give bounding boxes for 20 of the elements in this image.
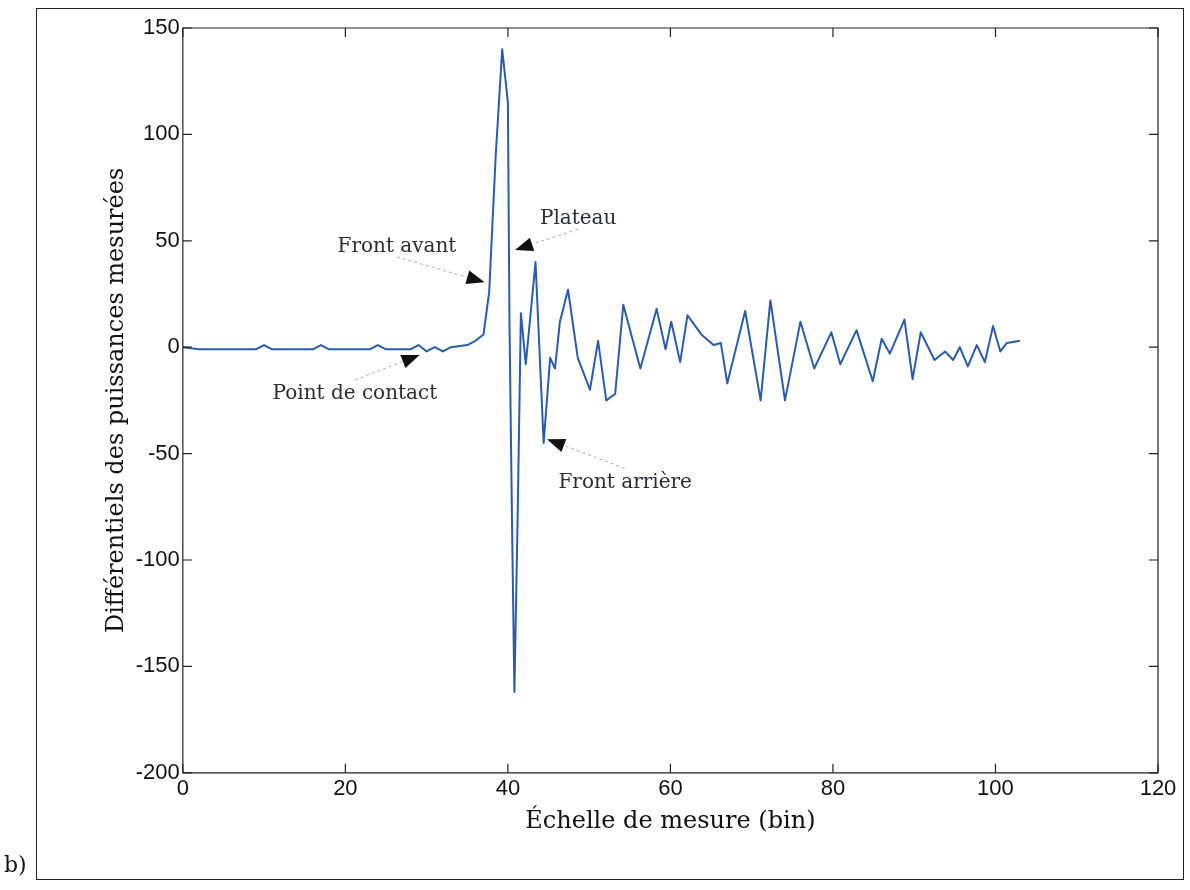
annotation: Front arrière (558, 468, 692, 493)
y-tick-label: 50 (155, 226, 180, 252)
y-tick-label: -50 (148, 439, 180, 465)
y-tick-label: -150 (135, 652, 180, 678)
annotation: Plateau (539, 205, 617, 230)
x-tick-label: 100 (977, 775, 1014, 801)
y-tick-label: 150 (143, 14, 180, 40)
annotation: Front avant (337, 233, 457, 258)
x-axis-title: Échelle de mesure (bin) (525, 804, 816, 834)
x-tick-label: 20 (333, 775, 358, 801)
y-axis-title: Différentiels des puissances mesurées (100, 167, 129, 634)
text: b) (4, 852, 27, 877)
x-tick-label: 80 (820, 775, 846, 801)
x-tick-label: 60 (658, 775, 683, 801)
x-tick-label: 120 (1139, 775, 1177, 801)
x-tick-label: 40 (495, 775, 521, 801)
y-tick-label: 0 (167, 333, 180, 359)
y-tick-label: -100 (135, 546, 180, 572)
y-tick-label: 100 (143, 120, 180, 146)
annotation: Point de contact (272, 379, 438, 404)
